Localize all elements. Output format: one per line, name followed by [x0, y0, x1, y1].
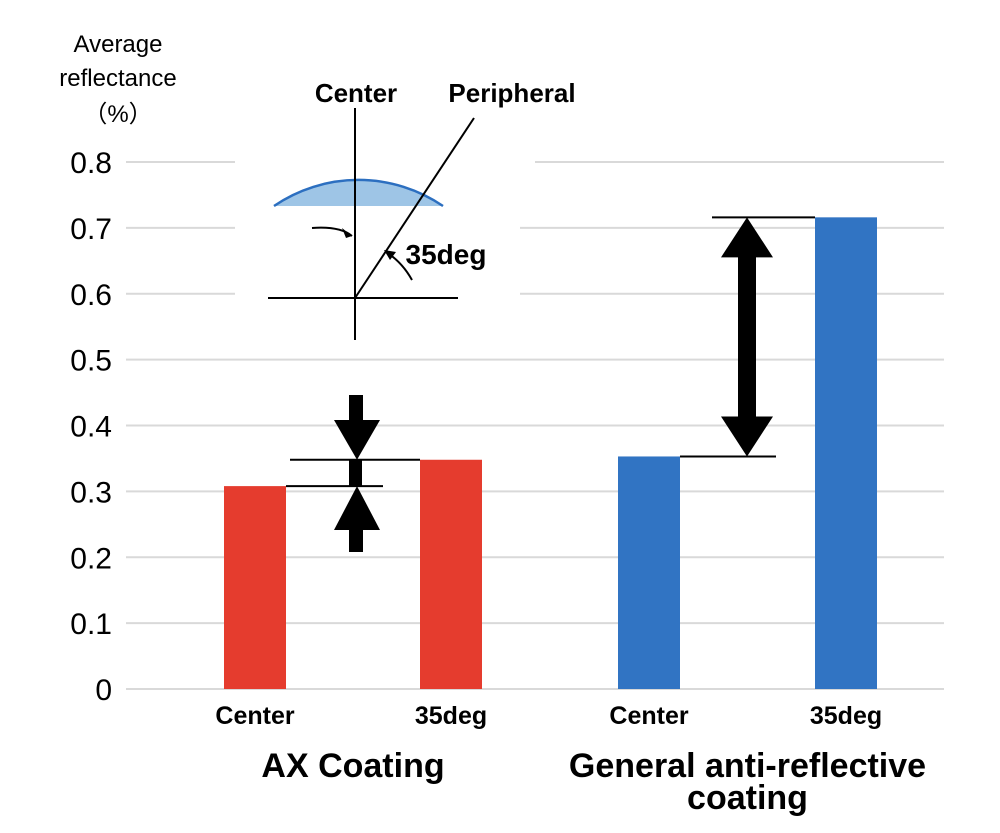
y-tick-label: 0.3 — [70, 476, 112, 509]
bar — [224, 486, 286, 689]
y-axis-label: Average reflectance （%） — [59, 31, 176, 128]
up-arrow — [334, 486, 380, 552]
small-gap-bar — [349, 459, 362, 487]
x-tick-label: Center — [609, 702, 688, 730]
y-label-line-1: Average — [74, 31, 163, 58]
peripheral-line — [354, 117, 475, 299]
bar — [420, 459, 482, 689]
y-tick-label: 0.2 — [70, 542, 112, 575]
down-arrow — [334, 395, 380, 460]
y-tick-label: 0.6 — [70, 279, 112, 312]
bar — [815, 217, 877, 689]
inset-diagram: Center Peripheral 35deg — [268, 78, 576, 340]
bar — [618, 456, 680, 689]
x-tick-label: 35deg — [415, 702, 487, 730]
group-label: AX Coating — [261, 747, 444, 785]
y-tick-label: 0.4 — [70, 411, 112, 444]
y-tick-label: 0.7 — [70, 213, 112, 246]
double-arrow — [721, 217, 773, 457]
x-tick-label: Center — [215, 702, 294, 730]
difference-annotations — [286, 216, 815, 552]
peripheral-label: Peripheral — [448, 78, 575, 108]
group-label: General anti-reflective — [569, 747, 926, 785]
x-tick-label: 35deg — [810, 702, 882, 730]
y-tick-label: 0 — [95, 674, 112, 707]
y-tick-label: 0.8 — [70, 147, 112, 180]
y-label-line-2: reflectance — [59, 65, 176, 92]
group-label: coating — [687, 779, 808, 817]
y-tick-label: 0.5 — [70, 345, 112, 378]
center-label: Center — [315, 78, 397, 108]
y-label-line-3: （%） — [83, 101, 152, 128]
y-tick-label: 0.1 — [70, 608, 112, 641]
angle-label: 35deg — [406, 239, 487, 270]
